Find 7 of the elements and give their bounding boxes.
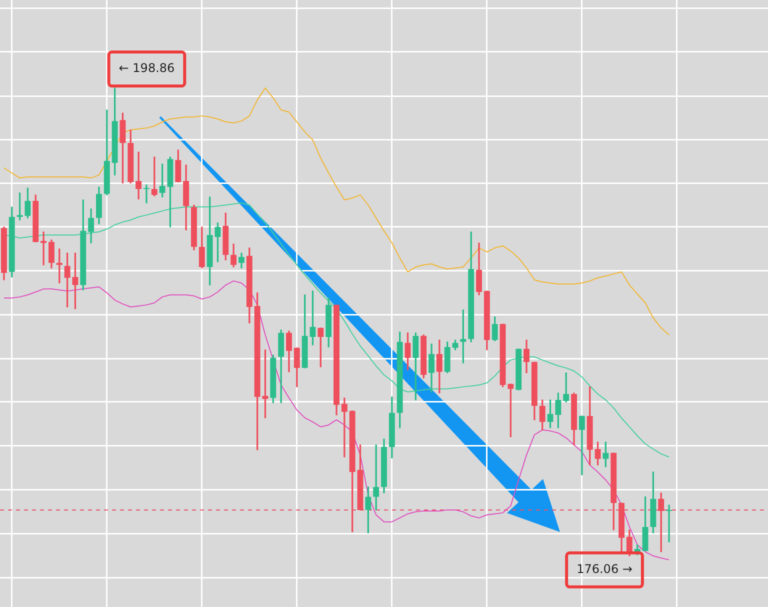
candlestick [144, 184, 150, 204]
annotation: 176.06 → [576, 562, 632, 576]
candlestick [666, 504, 672, 542]
candlestick [40, 232, 47, 266]
candlestick [578, 416, 585, 476]
annotation: ← 198.86 [118, 61, 175, 76]
candlestick [136, 152, 142, 200]
